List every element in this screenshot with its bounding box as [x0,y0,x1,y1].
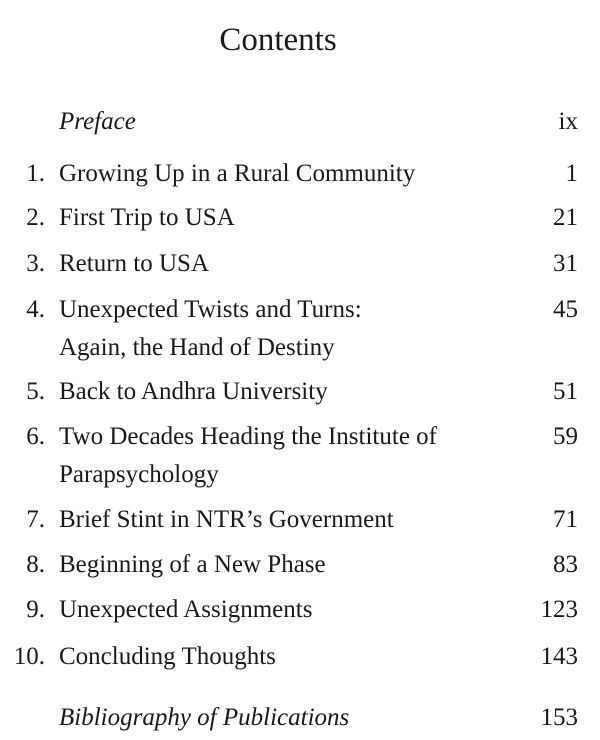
entry-title: Bibliography of Publications [59,704,350,731]
entry-title-line: Back to Andhra University [59,378,328,405]
chapter-number: 10. [13,643,45,670]
entry-title-line: Unexpected Twists and Turns: [59,296,362,323]
chapter-number: 5. [26,378,45,405]
chapter-number: 8. [26,551,45,578]
chapter-number: 3. [26,250,45,277]
entry-title-line: Two Decades Heading the Institute of [59,423,437,450]
chapter-number: 2. [26,204,45,231]
entry-page: 1 [565,160,579,187]
entry-title-line: Concluding Thoughts [59,643,276,670]
entry-title: Preface [59,108,136,135]
entry-page: 21 [553,204,578,231]
entry-page: 143 [540,643,579,670]
entry-title-line: Again, the Hand of Destiny [59,334,335,361]
entry-page: 59 [553,423,578,450]
entry-page: 83 [553,551,578,578]
entry-page: 31 [553,250,578,277]
chapter-number: 1. [26,160,45,187]
entry-page: 45 [553,296,578,323]
entry-page: ix [558,108,578,135]
entry-title-line: Growing Up in a Rural Community [59,160,416,187]
entry-title-line: Brief Stint in NTR’s Government [59,506,394,533]
chapter-number: 7. [26,506,45,533]
chapter-number: 4. [26,296,45,323]
entry-page: 51 [553,378,578,405]
entry-page: 123 [540,596,579,623]
entry-title-line: Parapsychology [59,461,219,488]
entry-page: 71 [553,506,578,533]
entry-title-line: Beginning of a New Phase [59,551,326,578]
chapter-number: 9. [26,596,45,623]
entry-title-line: Return to USA [59,250,209,277]
chapter-number: 6. [26,423,45,450]
entry-title-line: First Trip to USA [59,204,235,231]
page-title: Contents [219,22,337,58]
entry-title-line: Unexpected Assignments [59,596,313,623]
entry-page: 153 [540,704,579,731]
